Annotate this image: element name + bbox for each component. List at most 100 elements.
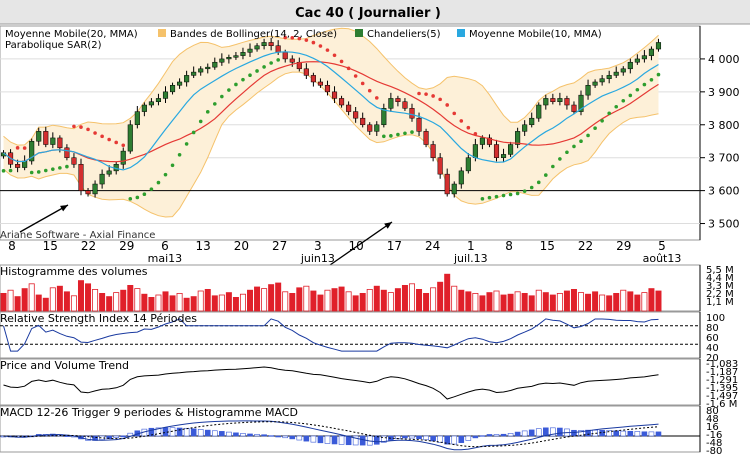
- sar-dot: [156, 180, 161, 185]
- volume-bar: [106, 296, 113, 312]
- sar-dot: [114, 140, 119, 145]
- sar-dot: [508, 192, 513, 197]
- candle-body: [346, 104, 352, 112]
- macd-hist-bar: [373, 435, 380, 445]
- sar-dot: [100, 134, 104, 139]
- candle-body: [254, 45, 260, 50]
- macd-hist-bar: [648, 431, 655, 437]
- volume-bar: [42, 297, 49, 312]
- volume-tick-label: 1,1 M: [706, 297, 734, 308]
- sar-dot: [466, 125, 471, 130]
- volume-bar: [317, 294, 324, 312]
- sar-dot: [360, 81, 365, 86]
- sar-dot: [22, 146, 27, 150]
- candle-body: [599, 78, 605, 83]
- volume-bar: [77, 280, 84, 312]
- candle-body: [613, 71, 619, 76]
- candle-body: [416, 117, 422, 132]
- volume-bar: [268, 284, 275, 312]
- legend-ma10: Moyenne Mobile(10, MMA): [469, 29, 602, 40]
- volume-bar: [282, 291, 289, 312]
- volume-bar: [634, 294, 641, 312]
- candle-body: [120, 150, 126, 165]
- macd-tick-label: -16: [706, 430, 722, 441]
- month-label: mai13: [148, 252, 183, 265]
- volume-bar: [247, 289, 254, 312]
- volume-bar: [444, 273, 451, 312]
- volume-bar: [366, 288, 373, 312]
- candle-body: [627, 61, 633, 70]
- sar-dot: [325, 48, 330, 52]
- candle-body: [620, 68, 626, 73]
- sar-dot: [656, 72, 661, 77]
- volume-bar: [556, 292, 563, 312]
- macd-hist-bar: [606, 430, 612, 437]
- macd-hist-bar: [458, 435, 465, 443]
- macd-hist-bar: [289, 435, 296, 440]
- volume-bar: [479, 295, 486, 312]
- candle-body: [36, 131, 42, 142]
- credit-text: Ariane Software - Axial Finance: [0, 230, 155, 241]
- sar-dot: [283, 35, 288, 40]
- macd-hist-bar: [402, 435, 408, 439]
- volume-bar: [324, 289, 331, 312]
- candle-body: [177, 81, 183, 86]
- volume-bar: [627, 291, 634, 312]
- macd-hist-bar: [578, 430, 584, 437]
- bollinger-lower: [3, 71, 659, 218]
- macd-hist-bar: [479, 435, 486, 437]
- sar-dot: [227, 88, 231, 92]
- sar-dot: [65, 164, 69, 169]
- volume-bar: [225, 292, 232, 312]
- volume-bar: [261, 288, 268, 312]
- price-tick-label: 3 700: [708, 152, 740, 165]
- date-tick-label: 22: [81, 239, 96, 253]
- pvt-panel: -1,083-1,187-1,291-1,395-1,497-1,6 M: [0, 358, 738, 410]
- pvt-tick-label: -1,187: [706, 367, 738, 378]
- candle-body: [331, 91, 338, 99]
- sar-dot: [396, 132, 400, 137]
- candle-body: [184, 75, 190, 83]
- sar-dot: [473, 132, 478, 136]
- sar-dot: [29, 170, 34, 175]
- sar-dot: [234, 82, 238, 87]
- candle-body: [381, 108, 387, 126]
- macd-tick-label: 48: [706, 414, 719, 425]
- date-tick-label: 6: [161, 239, 169, 253]
- candle-body: [282, 52, 288, 60]
- volume-bar: [345, 291, 352, 312]
- candle-body: [571, 104, 577, 112]
- volume-bar: [641, 292, 648, 312]
- volume-panel-title: Histogramme des volumes: [0, 265, 148, 278]
- macd-hist-bar: [190, 428, 197, 437]
- volume-bar: [0, 292, 7, 312]
- candle-body: [99, 173, 105, 185]
- volume-bar: [190, 296, 197, 312]
- volume-bar: [218, 294, 225, 312]
- volume-bar: [380, 289, 387, 312]
- sar-dot: [1, 169, 6, 173]
- sar-dot: [241, 77, 245, 82]
- volume-bar: [430, 287, 437, 312]
- volume-bar: [648, 288, 655, 312]
- macd-hist-bar: [550, 427, 556, 437]
- sar-dot: [79, 125, 83, 129]
- date-tick-label: 15: [540, 239, 555, 253]
- sar-dot: [262, 65, 266, 69]
- volume-bar: [493, 290, 500, 312]
- volume-bar: [416, 288, 423, 312]
- trend-arrow: [329, 221, 393, 266]
- rsi-tick-label: 40: [706, 343, 719, 354]
- sar-dot: [410, 130, 414, 134]
- macd-hist-bar: [85, 435, 91, 441]
- sar-dot: [367, 88, 372, 93]
- sar-dot: [318, 44, 323, 48]
- volume-bar: [549, 294, 556, 312]
- rsi-panel-title: Relative Strength Index 14 Périodes: [0, 312, 197, 325]
- date-tick-label: 8: [505, 239, 513, 253]
- candle-body: [205, 66, 211, 70]
- macd-hist-bar: [197, 429, 204, 437]
- sar-dot: [614, 104, 619, 109]
- sar-dot: [276, 58, 280, 62]
